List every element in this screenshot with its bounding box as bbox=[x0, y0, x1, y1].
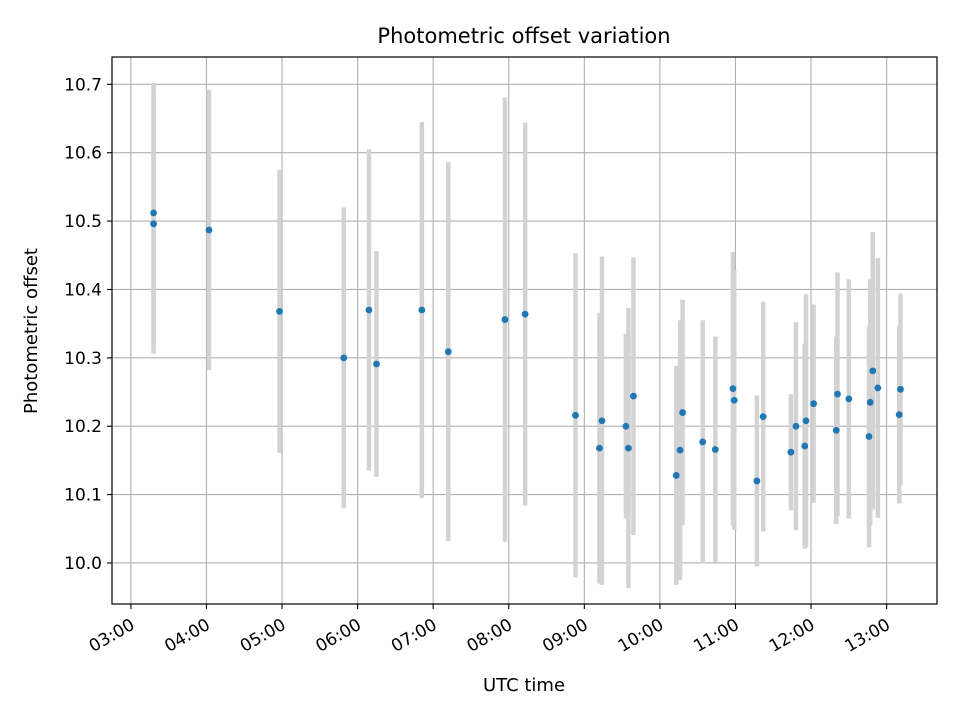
data-point bbox=[869, 367, 877, 375]
data-point bbox=[679, 409, 686, 416]
data-point bbox=[834, 390, 841, 398]
data-point bbox=[865, 433, 873, 440]
data-point bbox=[444, 348, 452, 356]
data-point bbox=[418, 306, 426, 314]
x-axis-label: UTC time bbox=[483, 675, 565, 696]
y-tick-label: 10.7 bbox=[64, 75, 102, 95]
data-point bbox=[150, 220, 157, 228]
data-point bbox=[801, 442, 809, 450]
data-point bbox=[802, 417, 810, 425]
data-point bbox=[373, 360, 380, 368]
data-point bbox=[598, 417, 606, 425]
chart-title: Photometric offset variation bbox=[377, 24, 670, 48]
data-point bbox=[895, 411, 903, 419]
data-point bbox=[759, 413, 767, 421]
data-point bbox=[572, 411, 579, 419]
y-tick-label: 10.2 bbox=[64, 417, 102, 437]
data-point bbox=[729, 385, 737, 393]
data-point bbox=[753, 477, 761, 485]
data-point bbox=[676, 446, 684, 454]
data-point bbox=[521, 310, 529, 318]
data-point bbox=[810, 400, 817, 408]
data-point bbox=[832, 426, 840, 434]
y-tick-label: 10.6 bbox=[64, 144, 102, 164]
data-point bbox=[622, 422, 630, 430]
data-points bbox=[150, 209, 904, 485]
data-point bbox=[501, 316, 509, 323]
y-tick-label: 10.0 bbox=[64, 554, 102, 574]
data-point bbox=[897, 385, 904, 393]
data-point bbox=[276, 307, 283, 315]
y-tick-label: 10.5 bbox=[64, 212, 102, 232]
data-point bbox=[730, 396, 738, 404]
data-point bbox=[630, 392, 637, 400]
data-point bbox=[365, 306, 373, 314]
y-axis-label: Photometric offset bbox=[21, 248, 42, 414]
data-point bbox=[625, 444, 632, 452]
data-point bbox=[699, 438, 707, 446]
y-tick-label: 10.4 bbox=[64, 280, 102, 300]
data-point bbox=[711, 446, 719, 453]
data-point bbox=[205, 226, 213, 234]
data-point bbox=[787, 448, 795, 456]
y-tick-label: 10.1 bbox=[64, 486, 102, 506]
y-tick-label: 10.3 bbox=[64, 349, 102, 369]
y-axis-ticks: 10.0 10.1 10.2 10.3 10.4 10.5 10.6 10.7 bbox=[64, 75, 112, 574]
data-point bbox=[792, 422, 800, 430]
data-point bbox=[866, 398, 874, 406]
plot-frame bbox=[111, 56, 938, 605]
data-point bbox=[874, 384, 882, 392]
data-point bbox=[845, 395, 853, 403]
data-point bbox=[340, 354, 348, 362]
data-point bbox=[672, 472, 680, 479]
data-point bbox=[596, 444, 603, 452]
data-point bbox=[150, 209, 157, 217]
